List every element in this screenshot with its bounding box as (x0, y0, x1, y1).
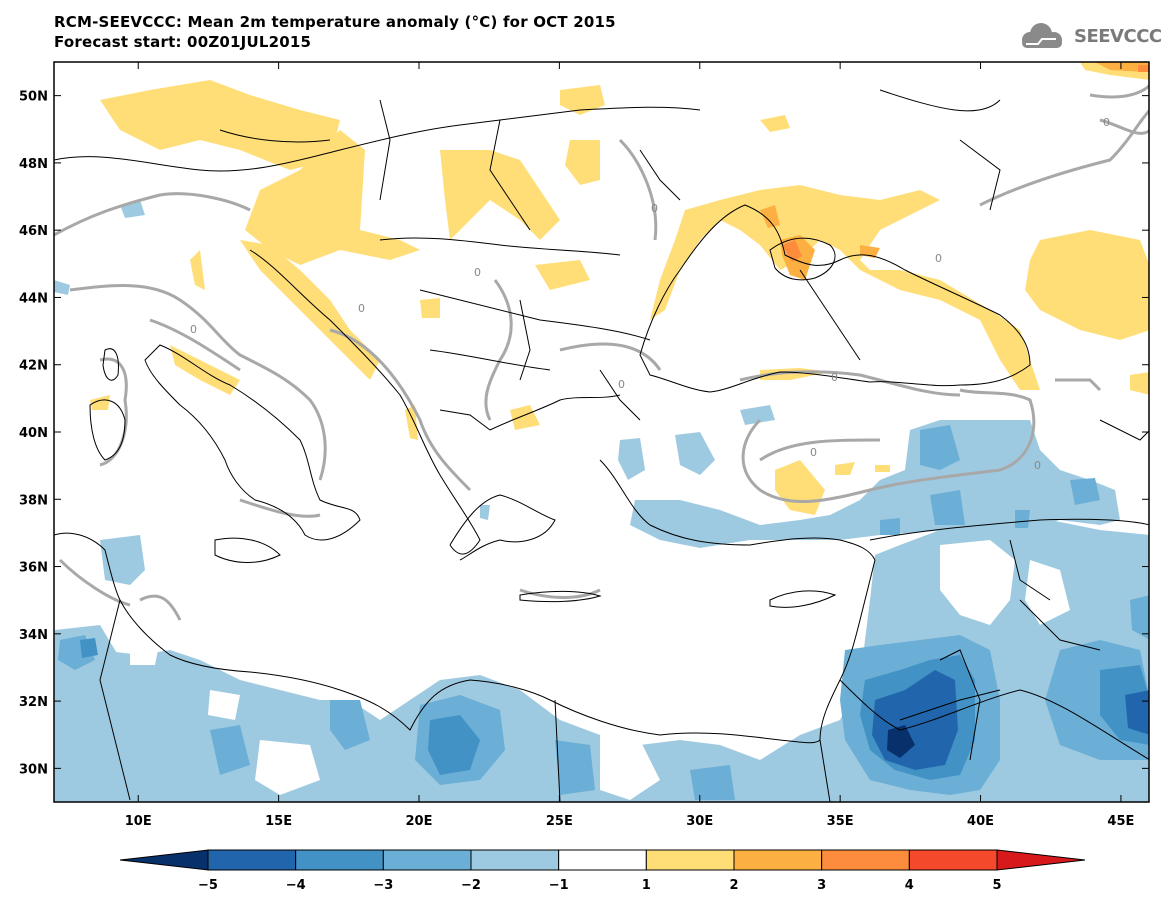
lat-label: 44N (19, 291, 48, 306)
svg-text:0: 0 (618, 378, 625, 391)
colorbar-high-arrow (996, 849, 1086, 871)
lon-label: 10E (125, 814, 152, 829)
colorbar-swatch (558, 849, 647, 871)
lon-label: 30E (686, 814, 713, 829)
lat-label: 40N (19, 426, 48, 441)
lat-label: 46N (19, 224, 48, 239)
lon-label: 15E (265, 814, 292, 829)
lat-label: 32N (19, 695, 48, 710)
coastlines (54, 89, 1149, 802)
svg-text:0: 0 (831, 371, 838, 384)
lat-label: 48N (19, 157, 48, 172)
logo-text: SEEVCCC (1074, 26, 1162, 47)
colorbar-label: −1 (549, 878, 569, 893)
colorbar-low-arrow (119, 849, 209, 871)
colorbar-label: 4 (905, 878, 914, 893)
zero-contours (54, 83, 1149, 621)
colorbar-label: 3 (817, 878, 826, 893)
colorbar-swatch (295, 849, 384, 871)
lat-label: 36N (19, 561, 48, 576)
contour-labels: 0 0 0 0 0 0 0 0 0 0 (190, 116, 1110, 472)
svg-text:0: 0 (1103, 116, 1110, 129)
latitude-axis: 50N 48N 46N 44N 42N 40N 38N 36N 34N 32N 30N (19, 90, 1149, 777)
colorbar-swatch (908, 849, 998, 871)
map-title: RCM-SEEVCCC: Mean 2m temperature anomaly… (54, 13, 616, 31)
forecast-start: Forecast start: 00Z01JUL2015 (54, 33, 312, 51)
svg-text:0: 0 (935, 252, 942, 265)
lat-label: 34N (19, 628, 48, 643)
longitude-axis: 10E 15E 20E 25E 30E 35E 40E 45E (125, 62, 1134, 829)
colorbar-label: −2 (461, 878, 481, 893)
colorbar-label: −3 (373, 878, 393, 893)
colorbar-label: 2 (729, 878, 738, 893)
svg-text:0: 0 (358, 302, 365, 315)
colorbar-swatch (821, 849, 910, 871)
svg-text:0: 0 (474, 266, 481, 279)
lon-label: 40E (967, 814, 994, 829)
lon-label: 35E (827, 814, 854, 829)
lat-label: 38N (19, 493, 48, 508)
colorbar-swatch (733, 849, 823, 871)
colorbar-swatch (645, 849, 735, 871)
colorbar-swatch (470, 849, 560, 871)
svg-text:0: 0 (1034, 459, 1041, 472)
svg-text:0: 0 (651, 202, 658, 215)
colorbar-label: 1 (642, 878, 651, 893)
colorbar-label: −5 (198, 878, 218, 893)
lat-label: 50N (19, 90, 48, 105)
colorbar-label: 5 (992, 878, 1001, 893)
lon-label: 45E (1107, 814, 1134, 829)
lon-label: 20E (406, 814, 433, 829)
lat-label: 42N (19, 359, 48, 374)
colorbar-label: −4 (286, 878, 306, 893)
anomaly-shading (54, 62, 1149, 802)
colorbar-swatch (382, 849, 472, 871)
lat-label: 30N (19, 762, 48, 777)
lon-label: 25E (546, 814, 573, 829)
colorbar: −5 −4 −3 −2 −1 1 2 3 4 5 (119, 849, 1086, 893)
cloud-logo-icon (1022, 23, 1062, 48)
colorbar-swatch (207, 849, 297, 871)
svg-text:0: 0 (810, 446, 817, 459)
svg-text:0: 0 (190, 323, 197, 336)
